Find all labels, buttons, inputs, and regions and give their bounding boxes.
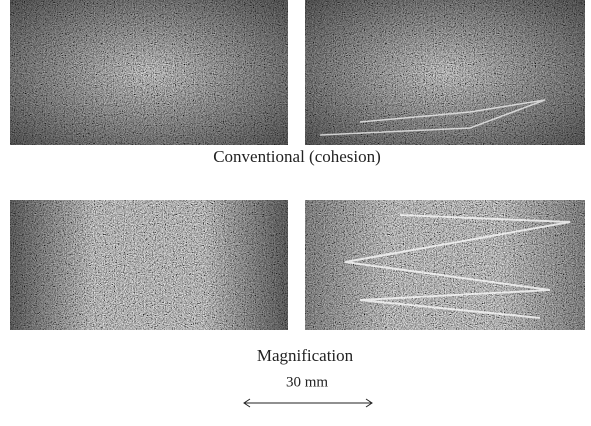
image-magnification-left — [10, 200, 288, 330]
caption: Magnification — [257, 346, 354, 365]
scale-label: 30 mm — [286, 374, 328, 390]
caption: Conventional (cohesion) — [213, 147, 381, 166]
image-conventional-left — [10, 0, 288, 145]
scale-bar — [244, 399, 372, 407]
page: {"figure": {"captions": ["Conventional (… — [0, 0, 591, 426]
image-magnification-right — [305, 200, 585, 330]
figure: Conventional (cohesion) Magnification 30… — [0, 0, 591, 426]
image-conventional-right — [305, 0, 585, 145]
